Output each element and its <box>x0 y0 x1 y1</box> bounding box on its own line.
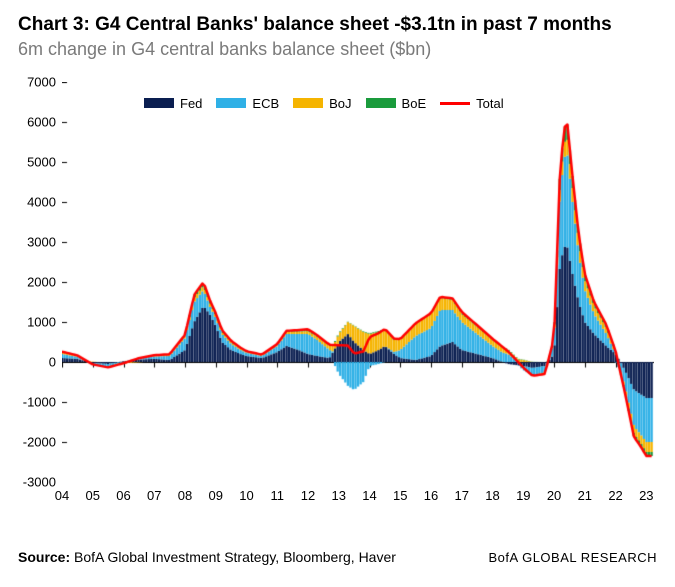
swatch-boe <box>366 98 396 108</box>
y-tick-label: -3000 <box>16 474 56 489</box>
x-tick-label: 07 <box>147 488 161 503</box>
chart-subtitle: 6m change in G4 central banks balance sh… <box>18 39 657 60</box>
swatch-total <box>440 102 470 105</box>
y-tick-label: 4000 <box>16 194 56 209</box>
legend-ecb-label: ECB <box>252 96 279 111</box>
x-tick-label: 15 <box>393 488 407 503</box>
y-tick-label: -1000 <box>16 394 56 409</box>
legend-ecb: ECB <box>216 96 279 111</box>
y-tick-label: 3000 <box>16 234 56 249</box>
legend-total: Total <box>440 96 503 111</box>
x-tick-label: 10 <box>239 488 253 503</box>
y-tick-label: 5000 <box>16 154 56 169</box>
x-tick-label: 14 <box>362 488 376 503</box>
source-text: BofA Global Investment Strategy, Bloombe… <box>70 549 396 565</box>
x-tick-label: 05 <box>86 488 100 503</box>
legend-fed-label: Fed <box>180 96 202 111</box>
x-tick-label: 12 <box>301 488 315 503</box>
x-tick-label: 04 <box>55 488 69 503</box>
legend-boe: BoE <box>366 96 427 111</box>
y-tick-label: 6000 <box>16 114 56 129</box>
x-tick-label: 13 <box>332 488 346 503</box>
legend-boe-label: BoE <box>402 96 427 111</box>
y-tick-label: -2000 <box>16 434 56 449</box>
source-label: Source: <box>18 549 70 565</box>
legend: Fed ECB BoJ BoE Total <box>144 96 504 111</box>
footer-brand: BofA GLOBAL RESEARCH <box>489 550 657 565</box>
swatch-boj <box>293 98 323 108</box>
x-tick-label: 17 <box>455 488 469 503</box>
plot-area: Fed ECB BoJ BoE Total -3000-2000-1000010… <box>62 82 654 482</box>
x-tick-label: 22 <box>608 488 622 503</box>
x-tick-label: 20 <box>547 488 561 503</box>
y-tick-label: 1000 <box>16 314 56 329</box>
x-tick-label: 16 <box>424 488 438 503</box>
swatch-ecb <box>216 98 246 108</box>
swatch-fed <box>144 98 174 108</box>
x-tick-label: 18 <box>485 488 499 503</box>
x-tick-label: 21 <box>578 488 592 503</box>
y-tick-label: 0 <box>16 354 56 369</box>
chart-title: Chart 3: G4 Central Banks' balance sheet… <box>18 14 657 37</box>
y-tick-label: 7000 <box>16 74 56 89</box>
x-tick-label: 06 <box>116 488 130 503</box>
x-tick-label: 09 <box>209 488 223 503</box>
source-line: Source: BofA Global Investment Strategy,… <box>18 549 396 565</box>
legend-boj: BoJ <box>293 96 351 111</box>
legend-boj-label: BoJ <box>329 96 351 111</box>
legend-fed: Fed <box>144 96 202 111</box>
x-tick-label: 11 <box>271 488 285 503</box>
x-tick-label: 08 <box>178 488 192 503</box>
x-tick-label: 23 <box>639 488 653 503</box>
chart-canvas <box>62 82 654 482</box>
x-tick-label: 19 <box>516 488 530 503</box>
y-tick-label: 2000 <box>16 274 56 289</box>
legend-total-label: Total <box>476 96 503 111</box>
